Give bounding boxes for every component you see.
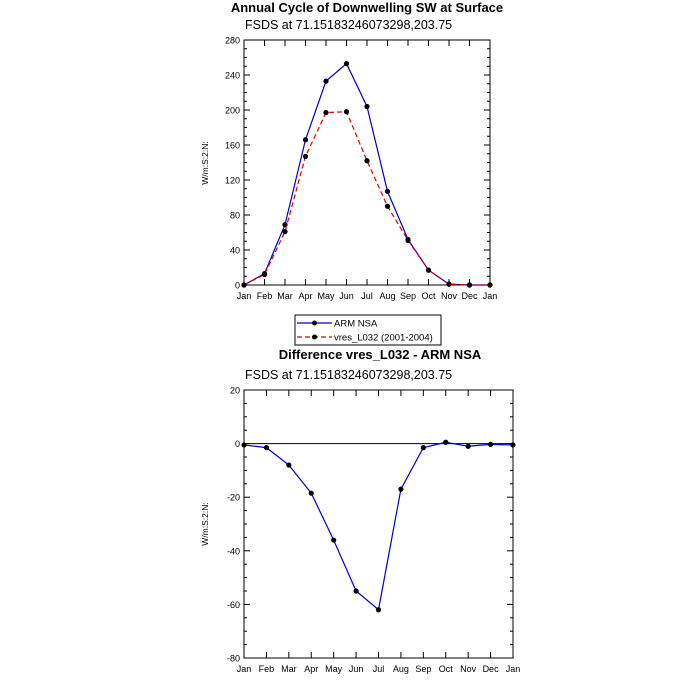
y-tick-label: -20 — [227, 493, 240, 503]
x-tick-label: Oct — [421, 291, 436, 301]
data-point — [282, 229, 288, 235]
data-point — [487, 282, 493, 288]
data-point — [263, 445, 270, 451]
x-tick-label: Jul — [373, 664, 385, 674]
data-point — [241, 282, 247, 288]
x-tick-label: Feb — [259, 664, 275, 674]
data-point — [302, 153, 309, 159]
chart-subtitle: FSDS at 71.15183246073298,203.75 — [245, 368, 452, 382]
data-point — [446, 281, 452, 287]
x-tick-label: Jul — [361, 291, 373, 301]
x-tick-label: Jun — [339, 291, 354, 301]
x-tick-label: Jan — [237, 664, 252, 674]
data-point — [364, 103, 370, 110]
legend-label-arm-nsa: ARM NSA — [334, 319, 378, 330]
data-point — [323, 78, 329, 84]
x-tick-label: Aug — [379, 291, 395, 301]
x-tick-label: Dec — [461, 291, 478, 301]
y-tick-label: 160 — [225, 141, 240, 151]
chart-subtitle: FSDS at 71.15183246073298,203.75 — [245, 18, 452, 32]
x-tick-label: May — [317, 291, 335, 301]
x-tick-label: Jun — [349, 664, 364, 674]
data-point — [302, 137, 309, 143]
x-tick-label: Jan — [483, 291, 498, 301]
x-tick-group: Jan Feb Mar Apr May Jun Jul Aug Sep Oct Nov Dec Jan — [237, 390, 521, 674]
data-point — [286, 462, 292, 468]
y-tick-group: 20 0 -20 -40 -60 -80 — [227, 386, 513, 664]
data-point — [398, 486, 404, 492]
y-tick-label: 0 — [235, 281, 240, 291]
data-point — [465, 443, 471, 449]
x-tick-label: Nov — [460, 664, 477, 674]
x-tick-label: Apr — [298, 291, 312, 301]
data-point — [466, 282, 473, 288]
annual-cycle-panel: Annual Cycle of Downwelling SW at Surfac… — [200, 0, 503, 346]
y-tick-label: 80 — [230, 211, 240, 221]
plot-frame — [243, 389, 514, 659]
series-line-0 — [243, 441, 514, 611]
data-point — [241, 442, 247, 448]
x-tick-label: Mar — [281, 664, 297, 674]
data-point — [353, 588, 359, 594]
y-tick-label: 200 — [225, 106, 240, 116]
x-tick-label: Sep — [415, 664, 431, 674]
y-tick-label: 0 — [235, 439, 240, 449]
x-tick-label: Oct — [439, 664, 454, 674]
y-tick-label: 40 — [230, 246, 240, 256]
legend-marker-vres — [312, 334, 317, 340]
legend-marker-arm-nsa — [312, 320, 317, 326]
data-point — [425, 267, 432, 273]
y-tick-label: -80 — [227, 654, 240, 664]
chart-title: Difference vres_L032 - ARM NSA — [279, 347, 482, 362]
x-tick-label: Mar — [277, 291, 293, 301]
x-tick-label: Dec — [483, 664, 500, 674]
y-axis-label: W/m:S:2:N: — [200, 141, 210, 184]
data-point — [375, 607, 382, 613]
data-point — [343, 61, 350, 67]
data-point — [384, 203, 391, 209]
data-point — [343, 109, 350, 115]
chart-title: Annual Cycle of Downwelling SW at Surfac… — [231, 0, 503, 15]
data-point — [331, 537, 337, 543]
series-group — [241, 439, 516, 613]
series-line-0 — [243, 62, 490, 286]
x-tick-label: Jan — [237, 291, 252, 301]
data-point — [308, 490, 314, 496]
y-tick-label: 20 — [230, 386, 240, 396]
data-point — [420, 445, 426, 451]
data-point — [405, 237, 411, 243]
data-point — [443, 439, 449, 445]
x-tick-label: May — [325, 664, 343, 674]
data-point — [261, 271, 268, 278]
x-tick-label: Aug — [393, 664, 409, 674]
x-tick-label: Sep — [400, 291, 416, 301]
legend-box — [294, 314, 442, 346]
data-point — [487, 441, 494, 448]
x-tick-label: Feb — [257, 291, 273, 301]
data-point — [364, 158, 370, 164]
data-point — [384, 188, 391, 194]
series-group — [241, 61, 493, 288]
y-tick-label: 280 — [225, 36, 240, 46]
x-tick-label: Jan — [506, 664, 521, 674]
x-tick-label: Apr — [304, 664, 318, 674]
y-tick-label: 240 — [225, 71, 240, 81]
y-tick-label: -60 — [227, 600, 240, 610]
y-axis-label: W/m:S:2:N: — [200, 502, 210, 545]
x-tick-label: Nov — [441, 291, 458, 301]
legend-label-vres: vres_L032 (2001-2004) — [334, 333, 433, 344]
y-tick-label: 120 — [225, 176, 240, 186]
y-tick-label: -40 — [227, 546, 240, 556]
data-point — [323, 110, 329, 116]
difference-panel: Difference vres_L032 - ARM NSA FSDS at 7… — [200, 347, 520, 674]
data-point — [510, 442, 516, 448]
x-tick-group: Jan Feb Mar Apr May Jun Jul Aug Sep Oct Nov Dec Jan — [237, 40, 498, 301]
legend: ARM NSA vres_L032 (2001-2004) — [294, 314, 442, 346]
y-tick-group: 0 40 80 120 160 200 240 280 — [225, 36, 490, 291]
series-line-1 — [243, 111, 490, 286]
